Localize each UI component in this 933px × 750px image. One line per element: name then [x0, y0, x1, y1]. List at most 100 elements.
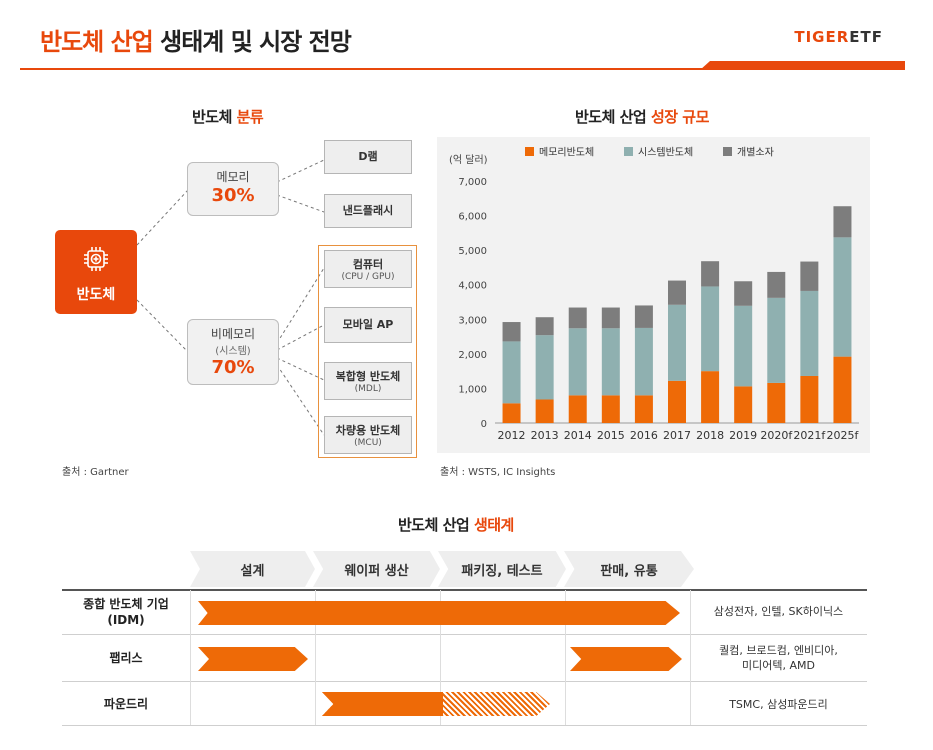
stage-design: 설계 [190, 551, 315, 587]
table-col-divider [690, 590, 691, 725]
connector-memory-dram [276, 159, 325, 183]
header-divider-tab [700, 61, 905, 70]
stage-sales-label: 판매, 유통 [600, 563, 658, 579]
bar-2021f-series-2 [800, 261, 819, 291]
bar-2025f-series-2 [833, 206, 852, 238]
connector-nonmemory-auto [276, 364, 325, 436]
stage-packaging: 패키징, 테스트 [438, 551, 566, 587]
stage-design-label: 설계 [240, 563, 265, 579]
bar-2018-series-1 [701, 286, 720, 372]
ecosystem-title-plain: 반도체 산업 [398, 516, 474, 534]
bar-2020f-series-1 [767, 297, 786, 383]
bar-2021f-series-0 [800, 375, 819, 423]
leaf-compound-sub: (MDL) [354, 384, 382, 394]
connector-nonmemory-compound [276, 357, 325, 381]
leaf-dram-label: D램 [358, 150, 378, 163]
system-semiconductor-frame [318, 245, 417, 458]
x-tick-label: 2012 [498, 429, 526, 442]
bar-2015-series-1 [601, 328, 620, 396]
legend-label-2: 개별소자 [737, 147, 774, 159]
y-tick-label: 4,000 [458, 281, 487, 292]
stage-wafer-label: 웨이퍼 생산 [344, 563, 409, 579]
x-tick-label: 2015 [597, 429, 625, 442]
leaf-mobile-label: 모바일 AP [342, 318, 394, 331]
bar-2019-series-0 [734, 386, 753, 423]
bar-2015-series-0 [601, 395, 620, 423]
leaf-nand: 낸드플래시 [324, 194, 412, 228]
page-title-accent: 반도체 산업 [40, 28, 154, 56]
leaf-mobile: 모바일 AP [324, 307, 412, 343]
bar-2017-series-1 [668, 304, 686, 381]
bar-2013-series-0 [535, 399, 554, 423]
y-tick-label: 5,000 [458, 246, 487, 257]
table-col-divider [315, 590, 316, 725]
classification-title-plain: 반도체 [192, 108, 237, 126]
bar-2016-series-0 [634, 395, 653, 423]
nonmemory-node: 비메모리 (시스템) 70% [187, 319, 279, 385]
x-tick-label: 2014 [564, 429, 592, 442]
x-tick-label: 2025f [827, 429, 860, 442]
connector-memory-nand [276, 194, 325, 213]
page-title: 반도체 산업 생태계 및 시장 전망 [40, 22, 352, 57]
memory-node: 메모리 30% [187, 162, 279, 216]
leaf-auto-label: 차량용 반도체 [335, 424, 401, 437]
y-tick-label: 2,000 [458, 350, 487, 361]
classification-source: 출처 : Gartner [62, 467, 129, 478]
leaf-auto-sub: (MCU) [354, 438, 382, 448]
connector-nonmemory-mobile [276, 324, 325, 351]
connector-nonmemory-computer [276, 267, 325, 344]
x-tick-label: 2021f [793, 429, 826, 442]
leaf-compound-label: 복합형 반도체 [335, 370, 401, 383]
stage-packaging-label: 패키징, 테스트 [461, 563, 543, 579]
y-tick-label: 7,000 [458, 177, 487, 188]
leaf-dram: D램 [324, 140, 412, 174]
companies-idm: 삼성전자, 인텔, SK하이닉스 [713, 605, 844, 618]
x-tick-label: 2017 [663, 429, 691, 442]
nonmemory-label: 비메모리 [210, 327, 256, 341]
header-divider [20, 68, 905, 70]
bar-2014-series-1 [568, 328, 587, 396]
nonmemory-percent: 70% [211, 357, 255, 378]
brand-logo-tiger: TIGER [794, 28, 850, 46]
y-tick-label: 0 [481, 419, 487, 430]
semiconductor-root-node: 반도체 [55, 230, 137, 314]
fabless-sales-arrow [570, 647, 682, 671]
table-top-rule [62, 589, 867, 591]
table-row-divider [62, 681, 867, 682]
bar-2012-series-2 [502, 322, 521, 342]
bar-2021f-series-1 [800, 290, 819, 376]
companies-fabless-line2: 미디어텍, AMD [742, 659, 815, 672]
companies-fabless: 퀄컴, 브로드컴, 엔비디아, 미디어텍, AMD [690, 643, 867, 673]
ecosystem-title: 반도체 산업 생태계 [398, 514, 514, 535]
legend-label-1: 시스템반도체 [638, 147, 693, 159]
row-label-fabless: 팹리스 [109, 651, 143, 665]
brand-logo: TIGERETF [794, 28, 883, 46]
bar-2013-series-2 [535, 317, 554, 336]
market-growth-chart: (억 달러) 메모리반도체 시스템반도체 개별소자 0 1,000 2,000 3,000 4,… [449, 147, 860, 443]
row-label-idm-line1: 종합 반도체 기업 [83, 597, 169, 611]
bar-2016-series-2 [634, 305, 653, 328]
market-source: 출처 : WSTS, IC Insights [440, 467, 556, 478]
table-col-divider [565, 590, 566, 725]
x-tick-label: 2020f [760, 429, 793, 442]
bar-2018-series-2 [701, 261, 720, 287]
bar-2018-series-0 [701, 371, 720, 423]
ecosystem-title-accent: 생태계 [473, 516, 514, 534]
bar-2016-series-1 [634, 327, 653, 396]
bar-2012-series-0 [502, 403, 521, 423]
y-tick-label: 6,000 [458, 212, 487, 223]
bar-2012-series-1 [502, 341, 521, 404]
page-title-rest: 생태계 및 시장 전망 [152, 28, 352, 56]
classification-title-accent: 분류 [236, 108, 264, 126]
classification-title: 반도체 분류 [192, 106, 264, 127]
y-tick-label: 1,000 [458, 384, 487, 395]
y-axis-unit-label: (억 달러) [449, 154, 488, 166]
leaf-computer: 컴퓨터 (CPU / GPU) [324, 250, 412, 288]
memory-label: 메모리 [216, 170, 250, 184]
companies-fabless-line1: 퀄컴, 브로드컴, 엔비디아, [719, 644, 838, 657]
x-tick-label: 2013 [531, 429, 559, 442]
legend-swatch-0 [525, 147, 534, 156]
x-tick-label: 2018 [696, 429, 724, 442]
connector-root-nonmemory [136, 299, 189, 353]
